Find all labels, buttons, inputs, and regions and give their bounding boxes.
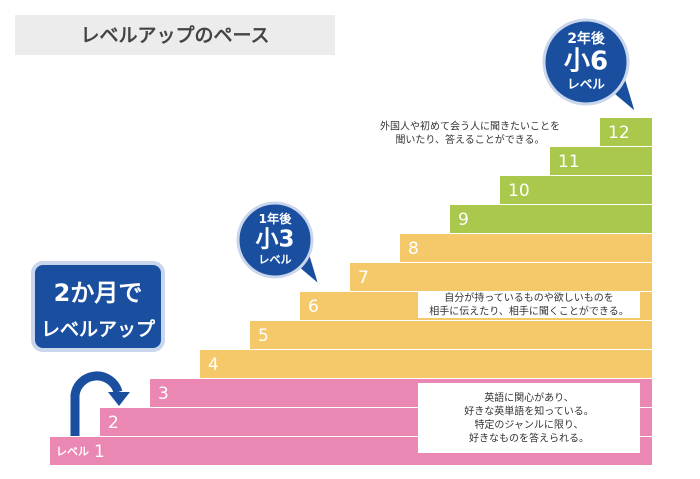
step	[250, 321, 652, 349]
step-label: 3	[158, 384, 169, 404]
arrow-head	[108, 392, 130, 406]
note-line: 外国人や初めて会う人に聞きたいことを	[380, 119, 560, 132]
step	[400, 234, 652, 262]
badge-main: 小3	[256, 227, 295, 253]
badge-top: 2年後	[567, 30, 606, 47]
step	[550, 147, 652, 175]
note-line: 好きな英単語を知っている。	[464, 404, 594, 417]
pace-line1: 2か月で	[54, 279, 143, 307]
step	[600, 118, 652, 146]
step-label: 6	[308, 297, 319, 317]
step	[450, 205, 652, 233]
step	[200, 350, 652, 378]
step-label: 4	[208, 355, 219, 375]
badge-bottom: レベル	[567, 77, 605, 92]
step-label: 11	[558, 152, 580, 172]
pace-line2: レベルアップ	[41, 318, 156, 341]
note-box	[418, 383, 640, 453]
title-box	[15, 15, 335, 55]
badge-bottom: レベル	[258, 253, 291, 266]
step-label: 9	[458, 210, 469, 230]
badge-main: 小6	[564, 47, 608, 77]
note-line: 特定のジャンルに限り、	[474, 418, 583, 431]
note-line: 英語に関心があり、	[484, 391, 574, 404]
step	[350, 263, 652, 291]
step-label: 12	[608, 123, 630, 143]
pace-box	[31, 261, 165, 352]
step-label: 8	[408, 239, 419, 259]
step-label: 7	[358, 268, 369, 288]
badge-top: 1年後	[259, 211, 293, 226]
note-line: 相手に伝えたり、相手に聞くことができる。	[429, 304, 628, 317]
arrow	[70, 371, 123, 436]
step-prefix: レベル	[56, 445, 89, 458]
note-box	[418, 291, 640, 318]
badge	[236, 201, 314, 279]
title: レベルアップのペース	[80, 24, 269, 47]
step-label: 1	[94, 442, 105, 462]
step-label: 2	[108, 413, 119, 433]
note-line: 聞いたり、答えることができる。	[395, 133, 544, 146]
badge	[542, 18, 630, 106]
step-label: 10	[508, 181, 530, 201]
step	[500, 176, 652, 204]
step-label: 5	[258, 326, 269, 346]
note-line: 好きなものを答えられる。	[469, 431, 589, 444]
note-line: 自分が持っているものや欲しいものを	[444, 291, 614, 304]
